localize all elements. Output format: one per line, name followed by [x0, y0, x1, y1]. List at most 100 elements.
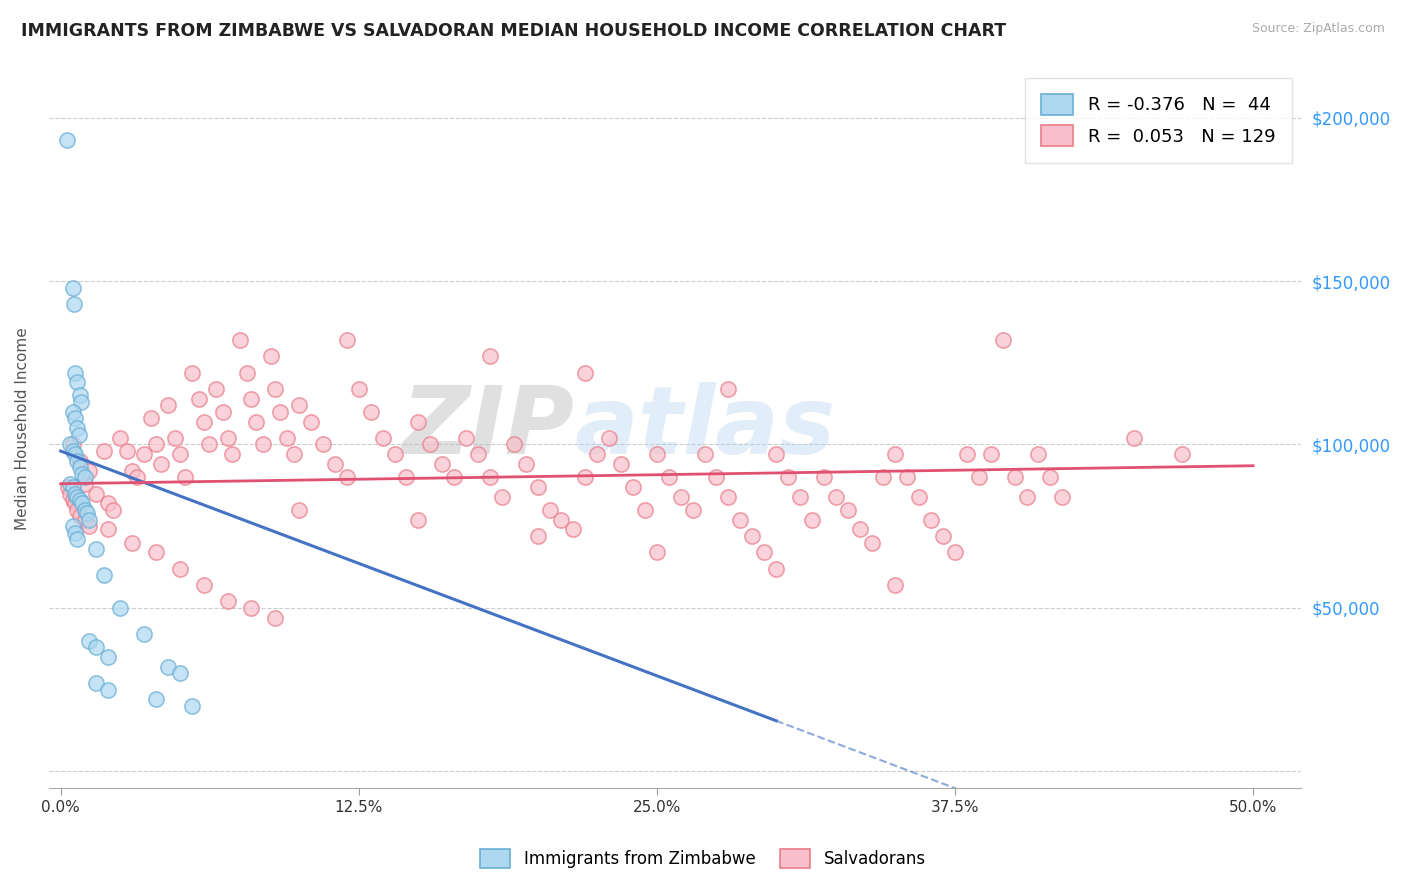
Point — [97, 650, 120, 665]
Point — [97, 523, 120, 537]
Point — [610, 457, 633, 471]
Point — [62, 444, 84, 458]
Point — [264, 382, 287, 396]
Point — [562, 523, 585, 537]
Point — [813, 470, 835, 484]
Point — [645, 545, 668, 559]
Text: ZIP: ZIP — [402, 382, 575, 475]
Point — [717, 382, 740, 396]
Point — [730, 513, 752, 527]
Point — [180, 699, 202, 714]
Point — [62, 297, 84, 311]
Point — [66, 533, 89, 547]
Point — [269, 405, 291, 419]
Point — [63, 525, 86, 540]
Point — [526, 480, 548, 494]
Point — [765, 447, 787, 461]
Point — [478, 349, 501, 363]
Point — [478, 470, 501, 484]
Point — [66, 490, 89, 504]
Point — [86, 486, 108, 500]
Point — [884, 578, 907, 592]
Point — [371, 431, 394, 445]
Point — [432, 457, 454, 471]
Point — [824, 490, 846, 504]
Point — [717, 490, 740, 504]
Point — [69, 493, 91, 508]
Point — [69, 454, 91, 468]
Point — [245, 415, 267, 429]
Point — [235, 366, 257, 380]
Point — [63, 366, 86, 380]
Point — [408, 415, 430, 429]
Point — [76, 506, 98, 520]
Point — [211, 405, 233, 419]
Point — [980, 447, 1002, 461]
Point — [789, 490, 811, 504]
Point — [347, 382, 370, 396]
Point — [408, 513, 430, 527]
Point — [86, 676, 108, 690]
Text: IMMIGRANTS FROM ZIMBABWE VS SALVADORAN MEDIAN HOUSEHOLD INCOME CORRELATION CHART: IMMIGRANTS FROM ZIMBABWE VS SALVADORAN M… — [21, 22, 1007, 40]
Point — [550, 513, 572, 527]
Point — [73, 513, 96, 527]
Point — [538, 503, 561, 517]
Point — [454, 431, 477, 445]
Point — [62, 480, 84, 494]
Point — [145, 437, 167, 451]
Point — [221, 447, 243, 461]
Point — [204, 382, 226, 396]
Point — [669, 490, 692, 504]
Point — [598, 431, 620, 445]
Point — [62, 493, 84, 508]
Point — [967, 470, 990, 484]
Point — [800, 513, 823, 527]
Point — [93, 444, 115, 458]
Point — [837, 503, 859, 517]
Point — [59, 437, 82, 451]
Point — [66, 454, 89, 468]
Point — [645, 447, 668, 461]
Point — [197, 437, 219, 451]
Point — [872, 470, 894, 484]
Point — [134, 627, 156, 641]
Point — [384, 447, 406, 461]
Point — [169, 666, 191, 681]
Point — [467, 447, 489, 461]
Point — [515, 457, 537, 471]
Point — [169, 562, 191, 576]
Point — [323, 457, 346, 471]
Text: Source: ZipAtlas.com: Source: ZipAtlas.com — [1251, 22, 1385, 36]
Point — [252, 437, 274, 451]
Point — [860, 535, 883, 549]
Point — [658, 470, 681, 484]
Point — [1039, 470, 1062, 484]
Point — [62, 405, 84, 419]
Point — [884, 447, 907, 461]
Point — [73, 470, 96, 484]
Point — [240, 392, 263, 406]
Point — [217, 594, 239, 608]
Legend: Immigrants from Zimbabwe, Salvadorans: Immigrants from Zimbabwe, Salvadorans — [474, 842, 932, 875]
Point — [165, 431, 187, 445]
Point — [848, 523, 870, 537]
Point — [288, 398, 311, 412]
Point — [586, 447, 609, 461]
Point — [70, 496, 93, 510]
Point — [101, 503, 124, 517]
Point — [693, 447, 716, 461]
Point — [73, 503, 96, 517]
Point — [1028, 447, 1050, 461]
Point — [1122, 431, 1144, 445]
Point — [70, 395, 93, 409]
Point — [419, 437, 441, 451]
Point — [360, 405, 382, 419]
Point — [754, 545, 776, 559]
Point — [896, 470, 918, 484]
Point — [141, 411, 163, 425]
Point — [110, 601, 132, 615]
Point — [706, 470, 728, 484]
Point — [145, 545, 167, 559]
Point — [156, 398, 179, 412]
Point — [110, 431, 132, 445]
